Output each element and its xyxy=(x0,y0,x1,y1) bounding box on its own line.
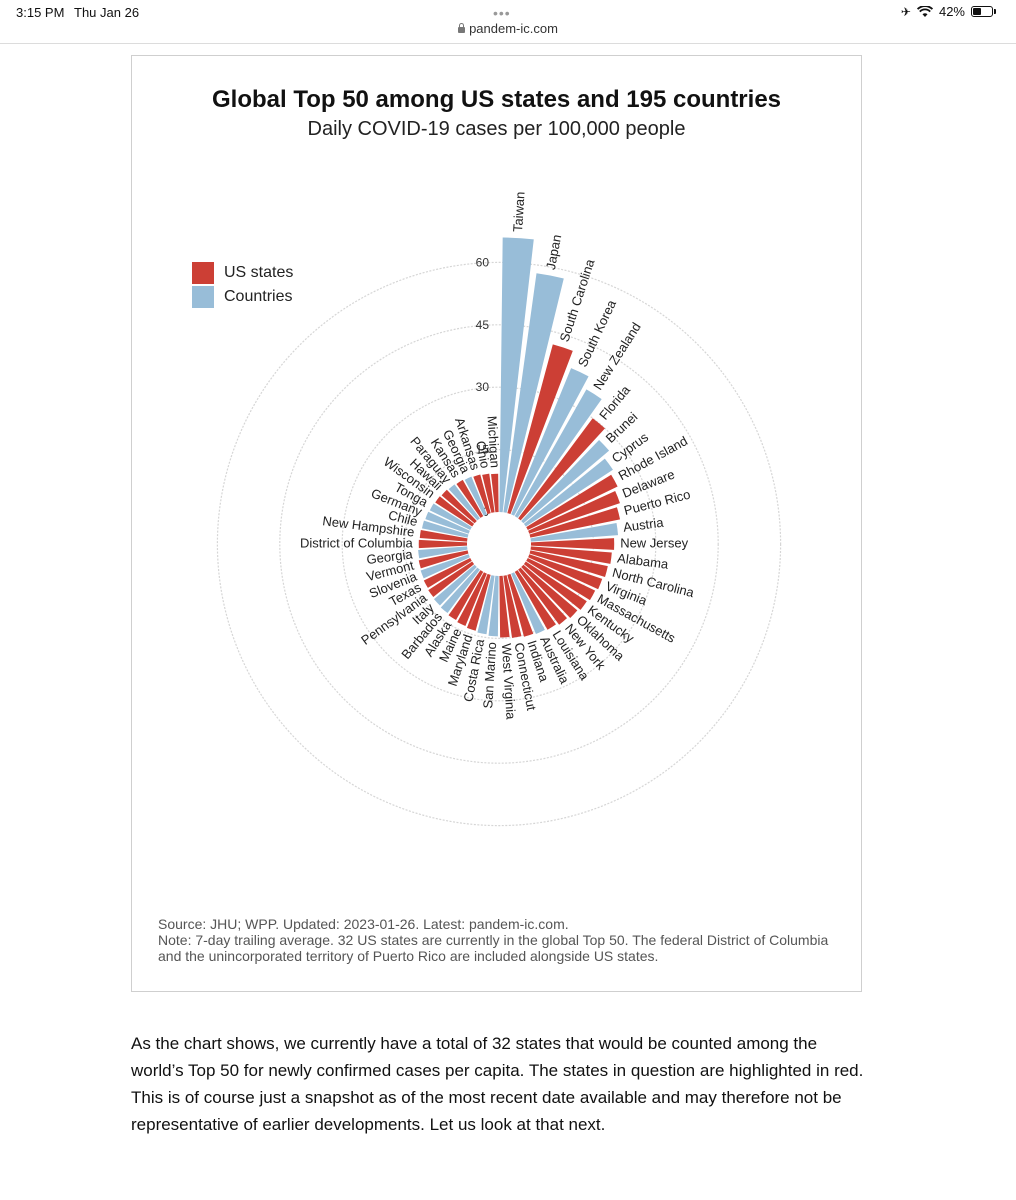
lock-icon xyxy=(458,23,466,33)
bar-vermont xyxy=(418,550,469,569)
status-bar: 3:15 PM Thu Jan 26 ••• ✈ 42% xyxy=(0,0,1016,24)
grid-ring xyxy=(341,386,657,702)
bar-new-york xyxy=(518,567,568,625)
note-line: Note: 7-day trailing average. 32 US stat… xyxy=(158,932,829,964)
status-time: 3:15 PM xyxy=(16,5,65,20)
bar-puerto-rico xyxy=(529,507,621,538)
bar-maine xyxy=(457,572,487,626)
bar-chile xyxy=(421,520,469,538)
battery-icon xyxy=(971,6,993,17)
bar-alaska xyxy=(448,570,484,621)
bar-alabama xyxy=(530,546,612,564)
bar-costa-rica xyxy=(477,575,495,635)
bar-tonga xyxy=(429,503,472,531)
radial-tick-label: 30 xyxy=(476,380,490,394)
bar-michigan xyxy=(491,473,499,513)
wifi-icon xyxy=(916,5,933,17)
radial-tick-label: 45 xyxy=(476,318,490,332)
bar-new-hampshire xyxy=(419,530,468,542)
legend-swatch-states xyxy=(192,262,214,284)
bar-cyprus xyxy=(523,458,613,527)
bar-florida xyxy=(518,418,605,521)
bar-new-jersey xyxy=(530,538,615,550)
chart-source-note: Source: JHU; WPP. Updated: 2023-01-26. L… xyxy=(158,916,848,964)
bar-pennsylvania xyxy=(428,561,475,598)
bar-district-of-columbia xyxy=(418,539,468,549)
bar-san-marino xyxy=(488,575,499,637)
category-label: New Jersey xyxy=(620,535,688,550)
bar-north-carolina xyxy=(529,550,608,578)
chart-frame: 015304560TaiwanJapanSouth CarolinaSouth … xyxy=(131,55,862,992)
bar-taiwan xyxy=(499,237,534,513)
bar-maryland xyxy=(466,573,491,631)
legend-item-states: US states xyxy=(192,261,293,285)
polar-bar-chart: 015304560TaiwanJapanSouth CarolinaSouth … xyxy=(216,191,782,827)
bar-west-virginia xyxy=(499,575,510,638)
bar-germany xyxy=(425,511,470,534)
bar-rhode-island xyxy=(526,474,618,531)
category-label: Ohio xyxy=(473,440,493,470)
bar-brunei xyxy=(521,439,610,524)
airplane-icon: ✈ xyxy=(900,4,911,19)
status-indicators: ✈ 42% xyxy=(901,4,996,19)
bar-austria xyxy=(530,523,619,542)
bar-delaware xyxy=(528,491,620,534)
bar-connecticut xyxy=(503,575,522,638)
battery-percent: 42% xyxy=(938,4,965,19)
article-paragraph: As the chart shows, we currently have a … xyxy=(131,1034,864,1134)
bar-kansas xyxy=(456,479,484,518)
category-label: Japan xyxy=(543,233,564,271)
radial-tick-label: 60 xyxy=(476,255,490,269)
toolbar-divider xyxy=(0,43,1016,44)
bar-south-korea xyxy=(511,368,589,516)
category-label: Michigan xyxy=(485,415,503,468)
bar-kentucky xyxy=(523,561,587,610)
battery-tip xyxy=(994,9,996,14)
legend-label-states: US states xyxy=(224,264,294,281)
bar-italy xyxy=(433,564,477,606)
bar-hawaii xyxy=(441,489,477,524)
category-label: District of Columbia xyxy=(300,535,413,550)
bar-barbados xyxy=(440,567,480,614)
bar-slovenia xyxy=(420,554,470,579)
bar-south-carolina xyxy=(507,344,573,515)
radial-tick-label: 15 xyxy=(476,443,490,457)
chart-title: Global Top 50 among US states and 195 co… xyxy=(211,86,782,113)
bar-georgia xyxy=(464,476,487,516)
bar-georgia xyxy=(418,546,468,559)
legend-label-countries: Countries xyxy=(224,288,293,305)
tab-dots-icon[interactable]: ••• xyxy=(493,5,511,21)
legend-swatch-countries xyxy=(192,286,214,308)
category-label: West Virginia xyxy=(499,643,519,721)
legend-item-countries: Countries xyxy=(192,285,293,309)
grid-ring xyxy=(279,324,719,764)
bar-oklahoma xyxy=(521,564,578,619)
bar-japan xyxy=(503,273,564,513)
chart-subtitle: Daily COVID-19 cases per 100,000 people xyxy=(307,118,686,140)
category-label: Austria xyxy=(622,515,665,535)
bar-indiana xyxy=(507,573,534,637)
category-label: Alabama xyxy=(616,550,670,571)
battery-fill xyxy=(973,8,981,15)
status-date: Thu Jan 26 xyxy=(74,5,140,20)
bar-new-zealand xyxy=(514,389,602,518)
bar-arkansas xyxy=(473,474,491,515)
source-line: Source: JHU; WPP. Updated: 2023-01-26. L… xyxy=(158,916,569,932)
bar-louisiana xyxy=(514,570,556,630)
bar-ohio xyxy=(482,473,495,513)
bar-paraguay xyxy=(448,484,480,521)
bar-wisconsin xyxy=(435,496,475,527)
category-label: Chile xyxy=(387,507,419,529)
category-label: Georgia xyxy=(366,546,415,567)
bar-massachusetts xyxy=(526,557,596,601)
bar-virginia xyxy=(528,554,603,590)
category-label: Taiwan xyxy=(510,191,528,232)
bar-texas xyxy=(423,557,472,588)
chart-legend: US states Countries xyxy=(192,261,293,309)
category-label: San Marino xyxy=(480,642,499,709)
grid-ring xyxy=(216,261,782,827)
url-bar[interactable]: pandem-ic.com xyxy=(0,18,1016,44)
bar-australia xyxy=(511,572,545,635)
url-text[interactable]: pandem-ic.com xyxy=(469,21,558,36)
